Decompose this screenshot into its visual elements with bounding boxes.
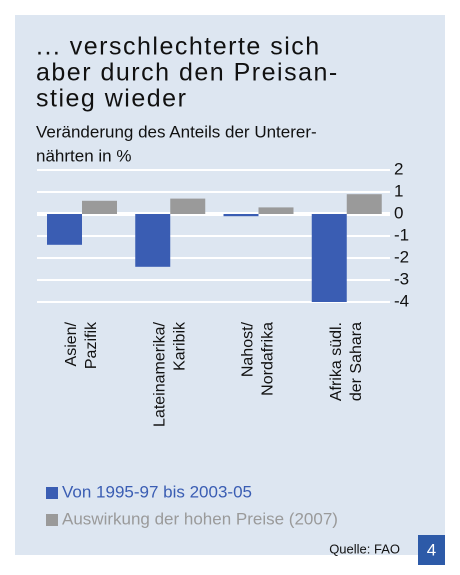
bar [346, 194, 382, 214]
x-tick-label-line: Karibik [171, 321, 188, 371]
source: Quelle: FAO [329, 541, 400, 556]
y-tick-label: 1 [394, 181, 403, 200]
y-tick-label: -1 [394, 225, 409, 244]
bar [258, 207, 294, 214]
chart-subtitle: Veränderung des Anteils der Unterer- [36, 122, 317, 141]
x-tick-label: Lateinamerika/Karibik [151, 321, 188, 427]
x-tick-label: Nahost/Nordafrika [240, 321, 277, 395]
page-number: 4 [427, 540, 436, 559]
bar [47, 214, 82, 245]
legend-swatch [46, 487, 58, 499]
x-tick-label: Afrika südl. der Sahara [328, 322, 365, 401]
y-tick-label: 0 [394, 203, 403, 222]
y-tick-label: -4 [394, 291, 409, 310]
panel [15, 15, 445, 555]
legend-label: Auswirkung der hohen Preise (2007) [62, 509, 338, 528]
y-tick-label: 2 [394, 159, 403, 178]
chart-title: aber durch den Preisan- [36, 59, 339, 87]
legend-label: Von 1995-97 bis 2003-05 [62, 482, 252, 501]
bar [135, 214, 171, 267]
x-tick-label-line: Afrika südl. [328, 322, 345, 401]
chart-title: ... verschlechterte sich [36, 33, 321, 61]
bar [223, 214, 259, 217]
x-tick-label-line: Nahost/ [240, 321, 257, 377]
bar [311, 214, 347, 302]
bar [82, 200, 117, 214]
bar [170, 198, 206, 214]
chart-title: stieg wieder [36, 85, 187, 113]
y-tick-label: -2 [394, 247, 409, 266]
x-tick-label-line: Asien/ [63, 321, 80, 366]
legend-swatch [46, 514, 58, 526]
x-tick-label-line: Pazifik [83, 321, 100, 369]
x-tick-label-line: der Sahara [348, 322, 365, 401]
x-tick-label: Asien/Pazifik [63, 321, 100, 369]
y-tick-label: -3 [394, 269, 409, 288]
chart-subtitle: nährten in % [36, 146, 131, 165]
x-tick-label-line: Lateinamerika/ [151, 321, 168, 427]
page-box [418, 535, 445, 565]
x-tick-label-line: Nordafrika [260, 322, 277, 396]
